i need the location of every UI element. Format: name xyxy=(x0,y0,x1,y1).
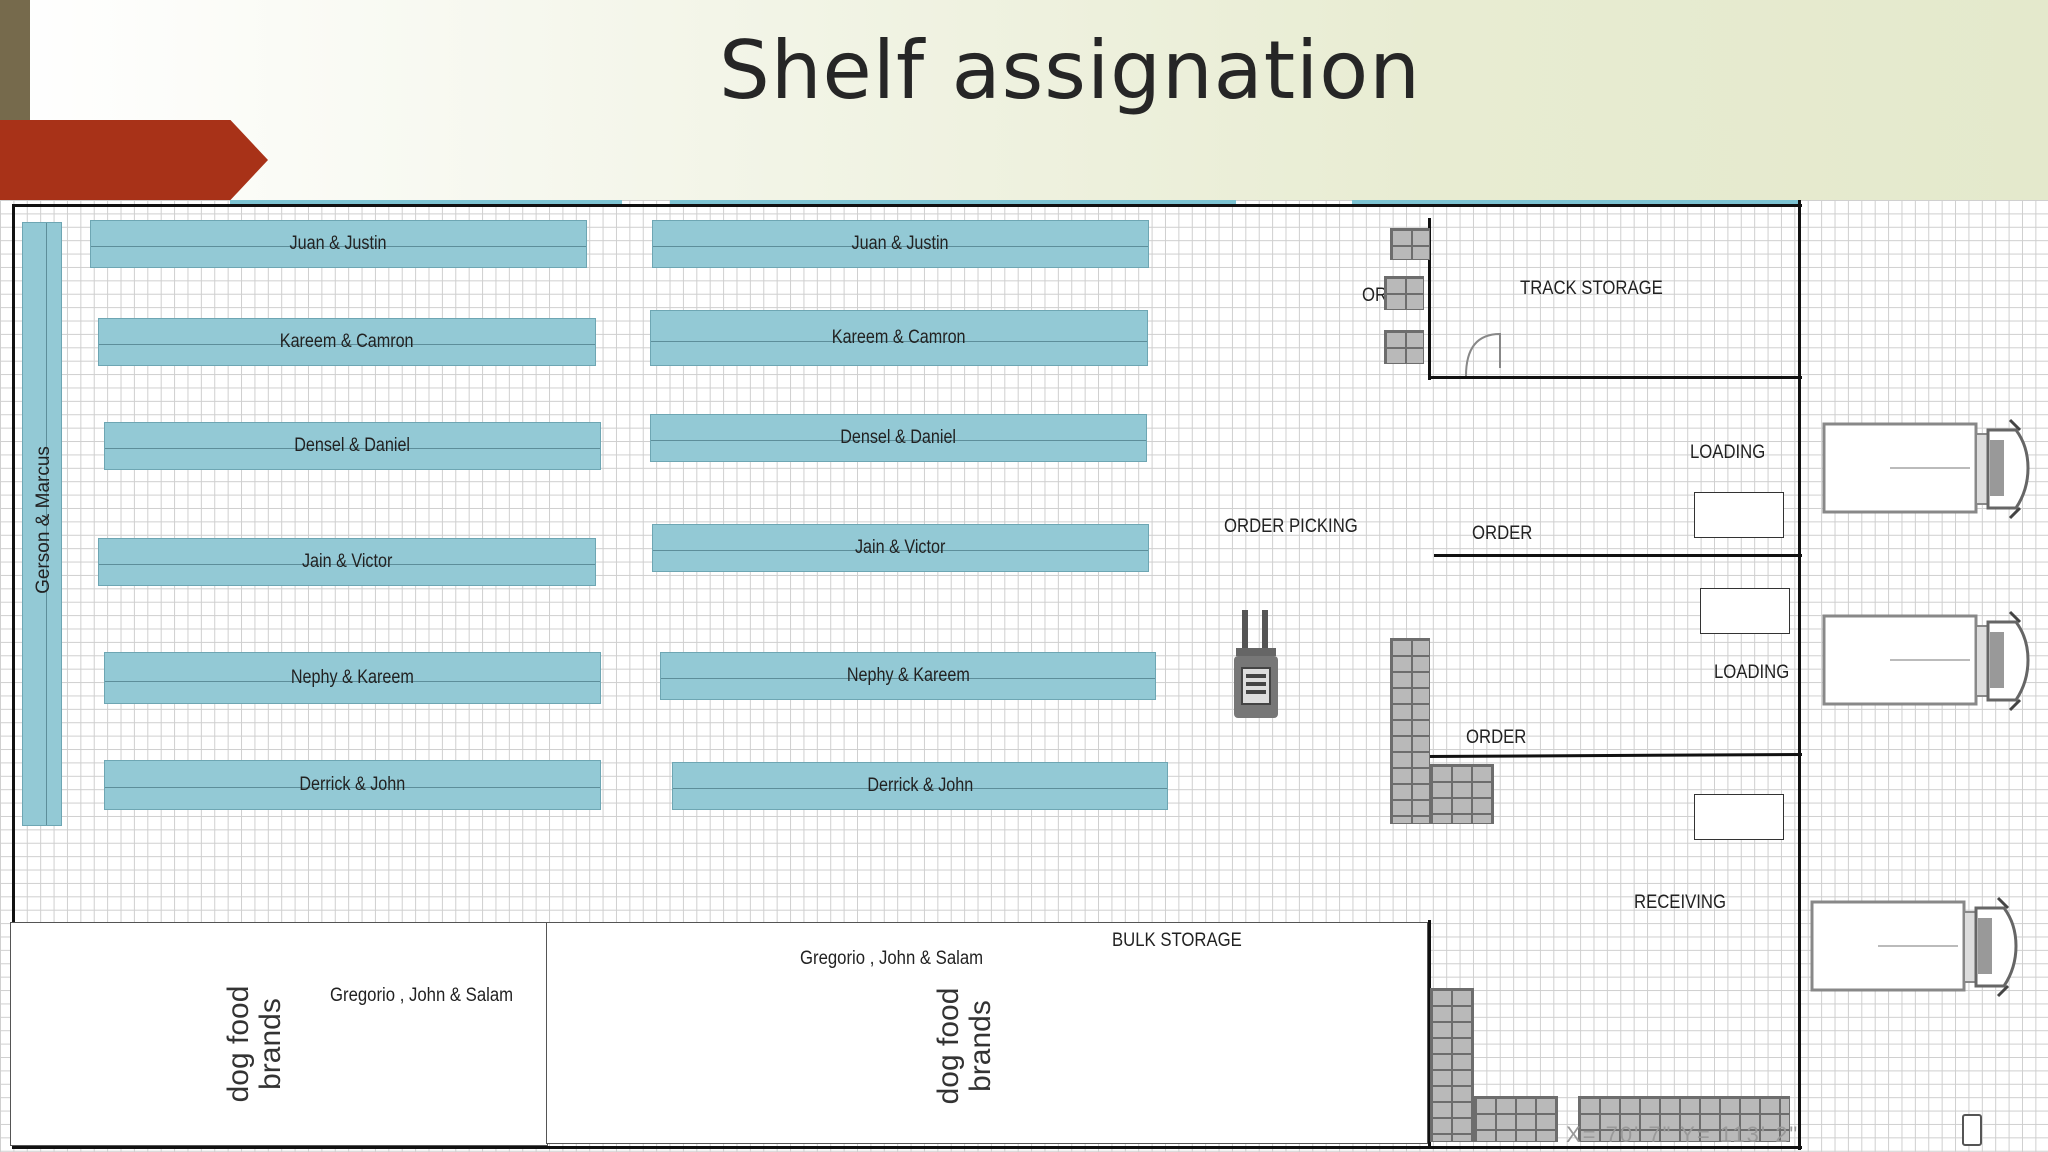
pallet-icon xyxy=(1430,764,1494,824)
forklift-icon xyxy=(1234,610,1278,718)
order-picking-label: ORDER PICKING xyxy=(1224,516,1358,537)
dock-box-3 xyxy=(1694,794,1784,840)
dog-food-label-2: dog food brands xyxy=(932,987,997,1105)
truck-icon xyxy=(1822,418,2030,520)
wall-track-storage-bottom xyxy=(1428,376,1802,379)
wall-track-storage-left xyxy=(1428,218,1431,380)
shelf-label: Jain & Victor xyxy=(301,551,393,572)
pallet-icon xyxy=(1384,330,1424,364)
shelf-right-3: Densel & Daniel xyxy=(650,414,1147,462)
shelf-label: Juan & Justin xyxy=(290,233,387,254)
wall-right xyxy=(1798,200,1801,1150)
shelf-right-5: Nephy & Kareem xyxy=(660,652,1156,700)
shelf-right-1: Juan & Justin xyxy=(652,220,1149,268)
shelf-vertical xyxy=(22,222,62,826)
top-strip xyxy=(1352,200,1798,206)
pallet-icon xyxy=(1384,276,1424,310)
truck-icon xyxy=(1822,610,2030,712)
bulk-left-label: Gregorio , John & Salam xyxy=(330,985,514,1006)
shelf-label: Nephy & Kareem xyxy=(291,667,414,688)
wall-left xyxy=(12,204,15,922)
shelf-label: Densel & Daniel xyxy=(840,427,957,448)
door-arc-icon xyxy=(1465,332,1501,377)
shelf-left-4: Jain & Victor xyxy=(98,538,596,586)
loading-label-2: LOADING xyxy=(1714,662,1790,683)
pallet-icon xyxy=(1430,988,1474,1142)
dog-food-label-1: dog food brands xyxy=(222,985,287,1103)
order-label-1: ORDER xyxy=(1472,523,1533,544)
top-strip xyxy=(670,200,1236,206)
shelf-right-2: Kareem & Camron xyxy=(650,310,1148,366)
scrollbar-thumb[interactable] xyxy=(1962,1114,1982,1146)
dock-box-1 xyxy=(1694,492,1784,538)
bulk-storage-right xyxy=(546,922,1428,1144)
shelf-label: Nephy & Kareem xyxy=(846,665,970,686)
truck-icon xyxy=(1810,896,2018,998)
slide-header xyxy=(0,0,2048,200)
coordinates-readout: X= 70' 7" Y= 113' 2" xyxy=(1566,1122,1800,1147)
shelf-left-1: Juan & Justin xyxy=(90,220,587,268)
slide-title: Shelf assignation xyxy=(719,24,1421,117)
pallet-icon xyxy=(1390,638,1430,824)
track-storage-label: TRACK STORAGE xyxy=(1520,278,1663,299)
wall-bottom xyxy=(12,1146,1802,1149)
wall-top xyxy=(12,204,1802,207)
shelf-right-4: Jain & Victor xyxy=(652,524,1149,572)
shelf-label: Kareem & Camron xyxy=(280,331,414,352)
top-strip xyxy=(230,200,622,206)
bulk-right-label: Gregorio , John & Salam xyxy=(800,948,984,969)
shelf-label: Kareem & Camron xyxy=(832,327,966,348)
shelf-label: Densel & Daniel xyxy=(294,435,411,456)
bulk-storage-left xyxy=(10,922,548,1146)
shelf-label: Derrick & John xyxy=(867,775,973,796)
shelf-label: Juan & Justin xyxy=(852,233,949,254)
shelf-label: Derrick & John xyxy=(299,774,406,795)
accent-arrow xyxy=(0,120,268,200)
order-label-2: ORDER xyxy=(1466,727,1527,748)
pallet-icon xyxy=(1390,228,1430,260)
wall-dock-divider-1 xyxy=(1434,554,1802,557)
shelf-left-5: Nephy & Kareem xyxy=(104,652,601,704)
dock-box-2 xyxy=(1700,588,1790,634)
accent-bar xyxy=(0,0,30,122)
loading-label-1: LOADING xyxy=(1690,442,1766,463)
shelf-left-2: Kareem & Camron xyxy=(98,318,596,366)
shelf-left-3: Densel & Daniel xyxy=(104,422,601,470)
shelf-left-6: Derrick & John xyxy=(104,760,601,810)
wall-receiving-left xyxy=(1428,920,1431,1148)
shelf-vertical-label: Gerson & Marcus xyxy=(33,446,54,594)
receiving-label: RECEIVING xyxy=(1634,892,1726,913)
shelf-label: Jain & Victor xyxy=(855,537,946,558)
bulk-storage-label: BULK STORAGE xyxy=(1112,930,1242,951)
shelf-right-6: Derrick & John xyxy=(672,762,1168,810)
pallet-icon xyxy=(1474,1096,1558,1142)
pallet-icon xyxy=(1578,1096,1790,1142)
